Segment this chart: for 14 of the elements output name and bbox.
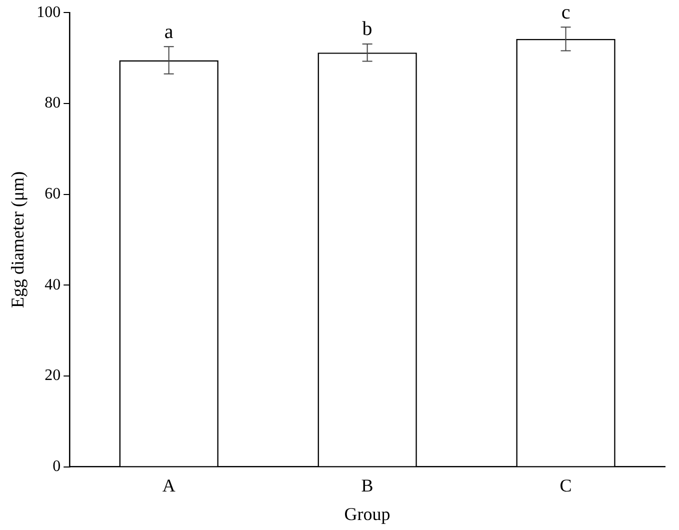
x-tick-label: B: [361, 475, 374, 496]
x-tick-label: A: [162, 475, 176, 496]
y-tick-label: 40: [44, 276, 61, 294]
y-tick-label: 80: [44, 94, 61, 112]
annotation: b: [362, 18, 372, 40]
y-tick-label: 20: [44, 367, 61, 384]
annotation: c: [561, 1, 570, 24]
y-tick-label: 60: [44, 185, 61, 202]
x-tick-label: C: [560, 475, 572, 496]
y-axis-title: Egg diameter (μm): [8, 171, 28, 308]
y-tick-label: 100: [36, 4, 61, 21]
y-tick-label: 0: [52, 458, 61, 476]
x-axis-title: Group: [344, 504, 390, 524]
annotation: a: [164, 20, 174, 43]
